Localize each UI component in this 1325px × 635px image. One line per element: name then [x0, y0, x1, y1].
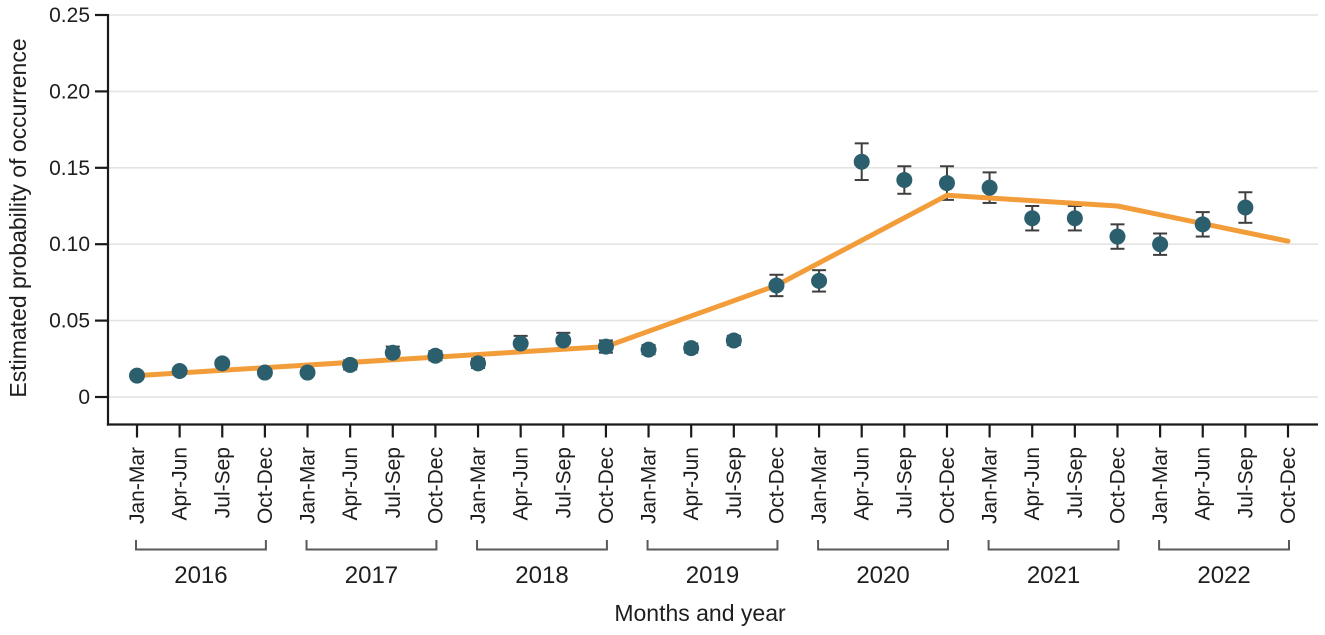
y-tick-label: 0.10: [49, 233, 90, 256]
x-axis-title: Months and year: [614, 600, 786, 626]
year-label: 2021: [1027, 562, 1080, 589]
x-tick-label: Oct-Dec: [254, 447, 277, 524]
data-point: [1024, 210, 1041, 227]
year-label: 2018: [515, 562, 568, 589]
data-point: [768, 277, 785, 294]
x-tick-label: Jan-Mar: [467, 447, 490, 524]
x-tick-label: Apr-Jun: [1021, 447, 1044, 521]
data-point: [1066, 210, 1083, 227]
x-tick-label: Jul-Sep: [1064, 447, 1087, 518]
data-point: [384, 344, 401, 361]
x-tick-label: Apr-Jun: [339, 447, 362, 521]
x-tick-label: Apr-Jun: [680, 447, 703, 521]
data-point: [640, 341, 657, 358]
data-point: [555, 332, 572, 349]
data-point: [1194, 216, 1211, 233]
x-tick-label: Apr-Jun: [1192, 447, 1215, 521]
x-tick-label: Jul-Sep: [211, 447, 234, 518]
x-tick-label: Apr-Jun: [169, 447, 192, 521]
year-bracket: [476, 540, 608, 551]
y-axis-title: Estimated probability of occurrence: [5, 38, 31, 397]
data-point: [1109, 228, 1126, 245]
axes-layer: [106, 14, 1318, 426]
x-tick-label: Oct-Dec: [765, 447, 788, 524]
ticks-layer: 0 0.05 0.10 0.15 0.20 0.25 Jan-Mar Apr-Jun Jul-S…: [49, 4, 1300, 524]
year-label: 2016: [174, 562, 227, 589]
data-point: [853, 153, 870, 170]
data-point: [256, 364, 273, 381]
data-point: [725, 332, 742, 349]
x-tick-label: Jan-Mar: [808, 447, 831, 524]
x-tick-label: Jan-Mar: [126, 447, 149, 524]
y-tick-label: 0.20: [49, 80, 90, 103]
data-point: [938, 175, 955, 192]
data-point: [171, 363, 188, 380]
year-bracket: [646, 540, 779, 551]
data-point: [981, 179, 998, 196]
gridlines-layer: [108, 14, 1318, 398]
y-tick-label: 0.25: [49, 4, 90, 27]
x-tick-label: Oct-Dec: [1277, 447, 1300, 524]
year-label: 2020: [856, 562, 909, 589]
trend-line: [134, 192, 1291, 379]
x-tick-label: Oct-Dec: [936, 447, 959, 524]
year-bracket: [987, 540, 1120, 551]
year-bracket: [1158, 540, 1290, 551]
data-point: [597, 338, 614, 355]
data-point: [512, 335, 529, 352]
x-tick-label: Jan-Mar: [979, 447, 1002, 524]
x-tick-label: Jan-Mar: [297, 447, 320, 524]
year-bracket: [135, 540, 267, 551]
year-brackets-layer: 2016 2017 2018 2019 2020 2021 2022: [135, 540, 1290, 589]
x-tick-label: Jul-Sep: [893, 447, 916, 518]
data-point: [1152, 236, 1169, 253]
data-point: [299, 364, 316, 381]
data-points-layer: [129, 153, 1254, 384]
x-tick-label: Jul-Sep: [552, 447, 575, 518]
data-point: [214, 355, 231, 372]
y-tick-label: 0: [78, 386, 90, 409]
x-tick-label: Oct-Dec: [595, 447, 618, 524]
trend-line-layer: [134, 192, 1291, 379]
x-tick-label: Apr-Jun: [510, 447, 533, 521]
data-point: [1237, 199, 1254, 216]
y-tick-label: 0.05: [49, 310, 90, 333]
x-tick-label: Oct-Dec: [424, 447, 447, 524]
year-bracket: [817, 540, 949, 551]
year-label: 2022: [1197, 562, 1250, 589]
x-tick-label: Oct-Dec: [1106, 447, 1129, 524]
year-label: 2019: [686, 562, 739, 589]
data-point: [427, 347, 444, 364]
year-bracket: [305, 540, 438, 551]
data-point: [342, 356, 359, 373]
x-tick-label: Jul-Sep: [382, 447, 405, 518]
data-point: [811, 272, 828, 289]
x-tick-label: Jul-Sep: [723, 447, 746, 518]
y-tick-label: 0.15: [49, 157, 90, 180]
x-tick-label: Jul-Sep: [1234, 447, 1257, 518]
x-tick-label: Apr-Jun: [851, 447, 874, 521]
x-tick-label: Jan-Mar: [638, 447, 661, 524]
data-point: [129, 367, 145, 384]
year-label: 2017: [345, 562, 398, 589]
data-point: [683, 340, 700, 357]
data-point: [896, 172, 913, 189]
data-point: [470, 355, 487, 372]
x-tick-label: Jan-Mar: [1149, 447, 1172, 524]
